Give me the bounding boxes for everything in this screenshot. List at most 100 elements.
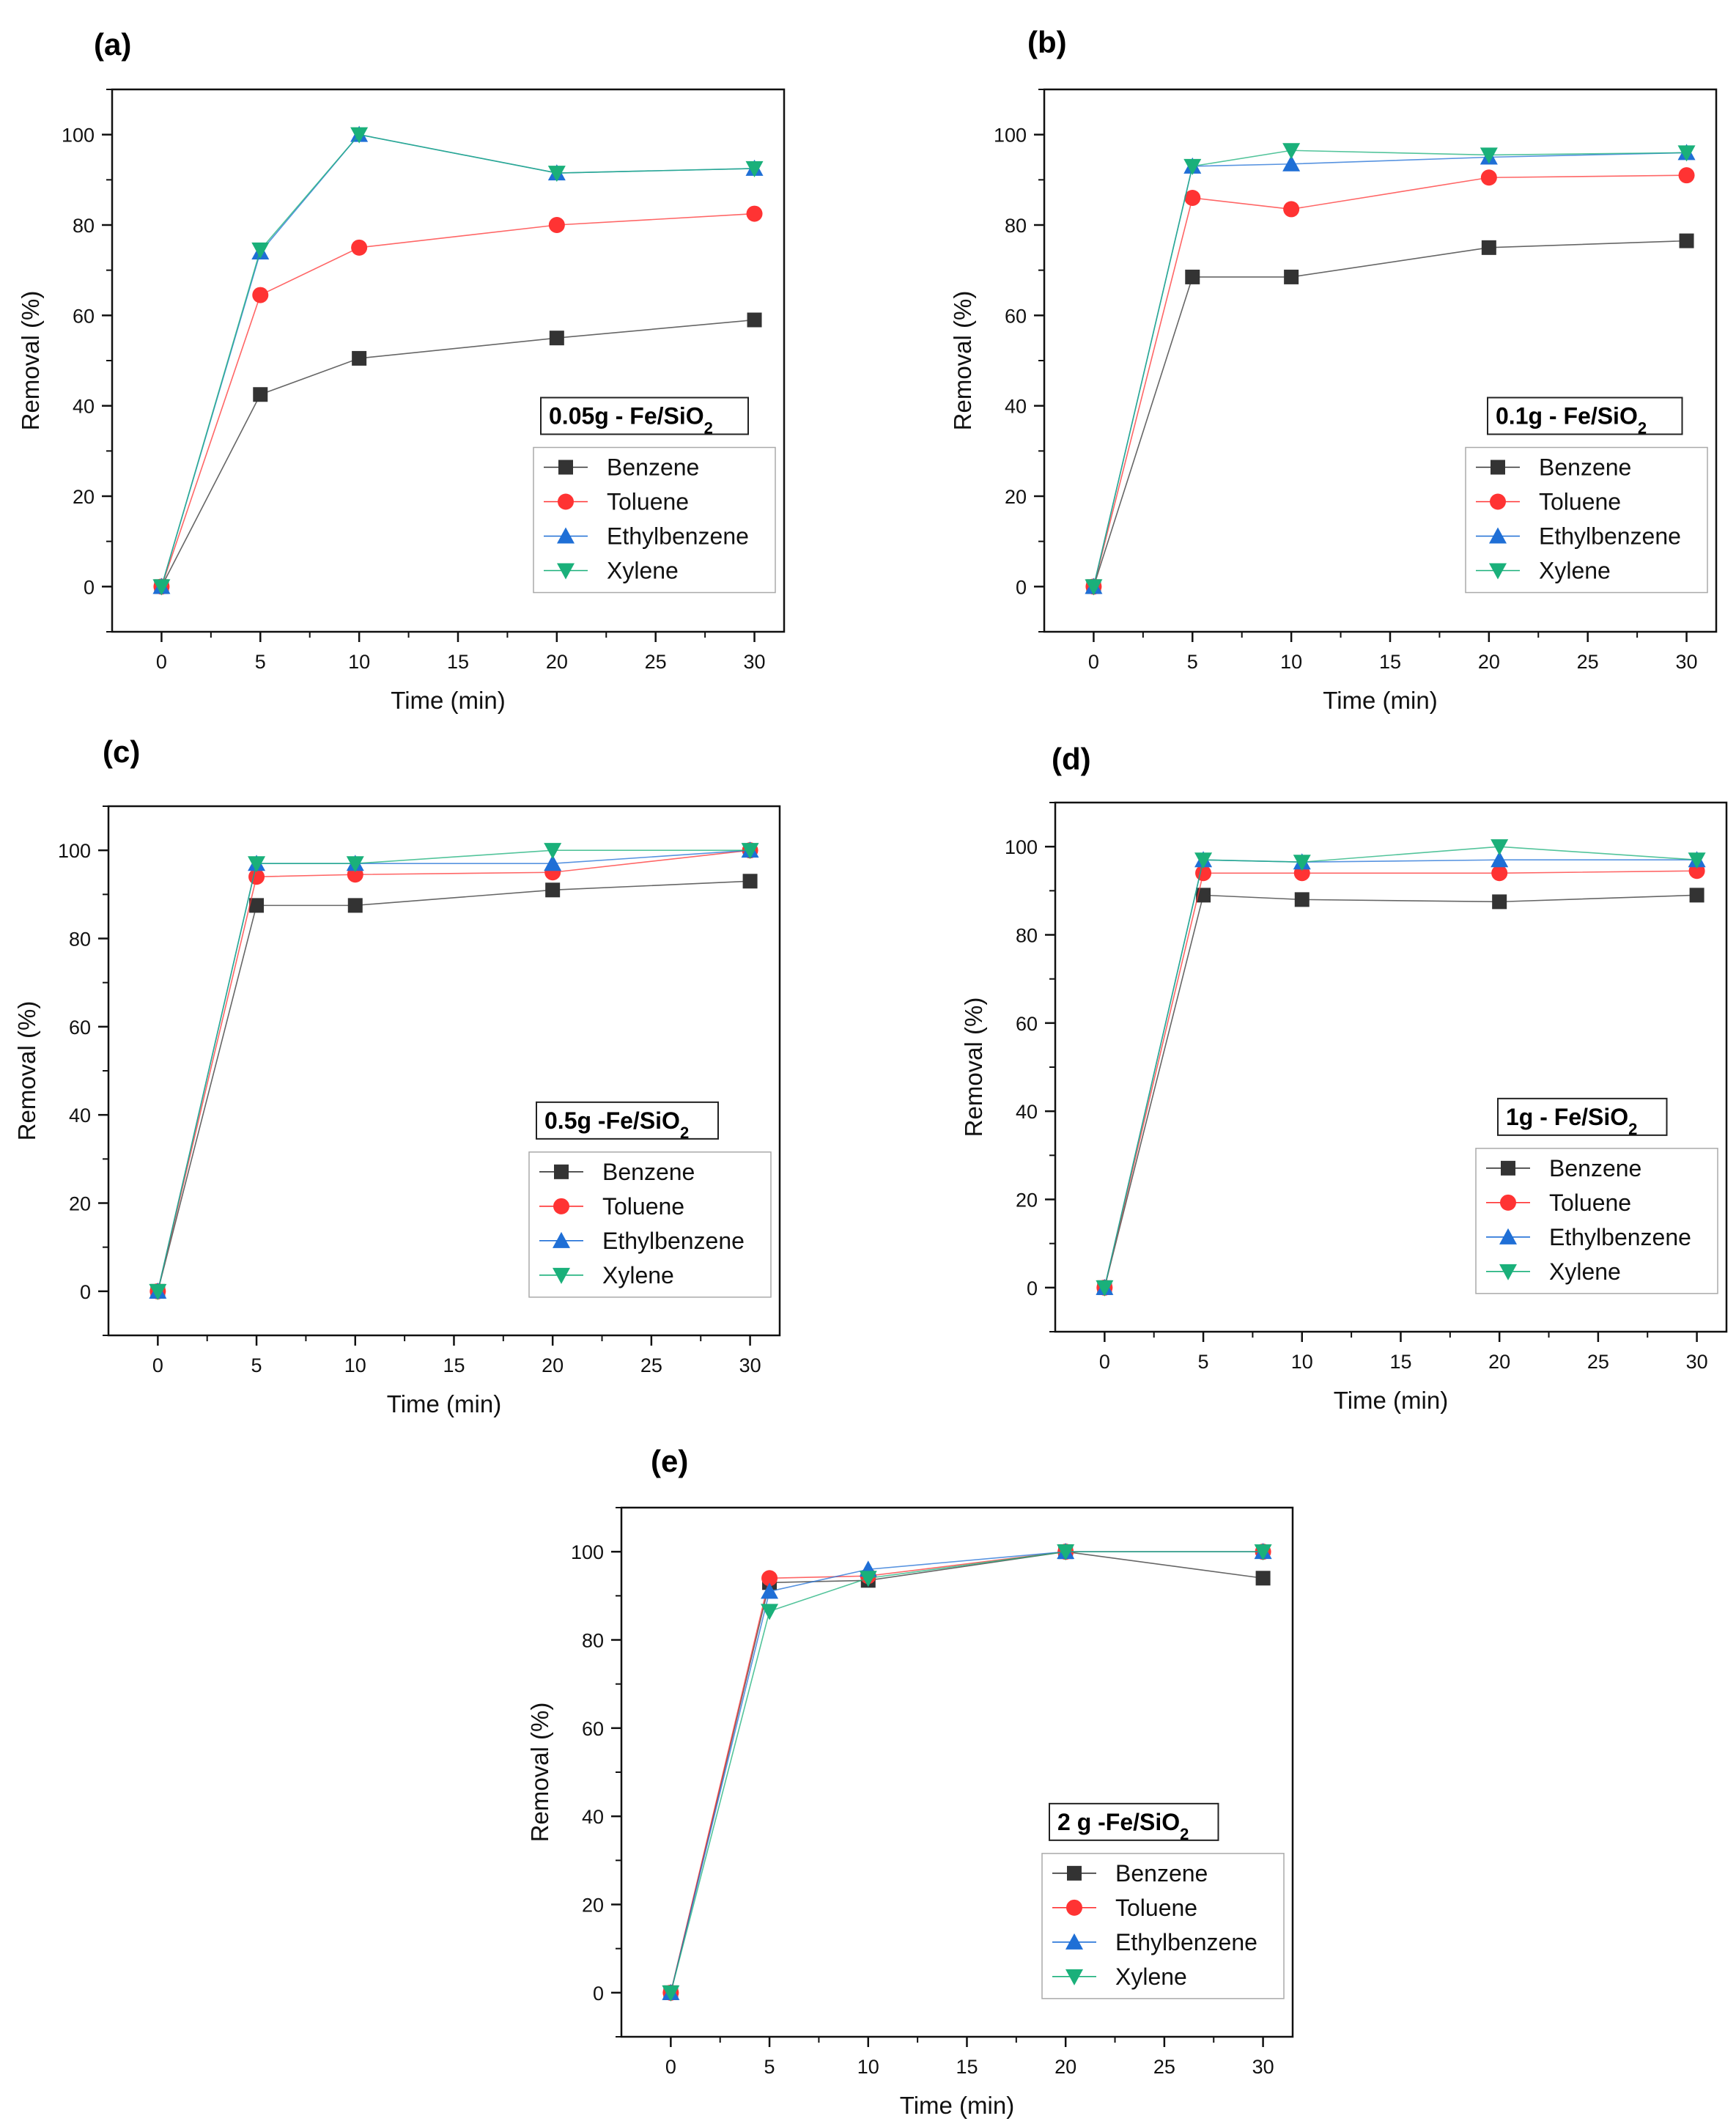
data-point-xylene	[350, 127, 369, 144]
data-point-xylene	[544, 843, 562, 860]
chart-title-box	[1487, 397, 1683, 435]
x-tick-label: 0	[152, 1354, 163, 1376]
data-point-benzene	[1185, 269, 1200, 284]
legend: Benzene Toluene Ethylbenzene Xylene	[528, 1151, 772, 1298]
y-axis-label: Removal (%)	[960, 998, 987, 1137]
y-tick-label: 0	[593, 1983, 604, 2005]
chart-title-box	[540, 397, 749, 435]
data-point-xylene	[1085, 579, 1103, 596]
legend-marker	[558, 460, 573, 475]
y-tick-label: 40	[1005, 396, 1027, 418]
chart-title-box	[1049, 1802, 1219, 1841]
y-tick-label: 80	[1005, 215, 1027, 237]
y-tick-label: 100	[58, 840, 91, 862]
legend-marker	[558, 493, 574, 510]
legend-entry: Xylene	[1115, 1963, 1187, 1990]
chart-panel: (a) 0 5 10 15 20 25 30 0 20 40 60 80 100 Time (min) Rem…	[17, 27, 786, 714]
chart-panel: (e) 0 5 10 15 20 25 30 0 20 40 60 80 100 Time (min) Rem…	[526, 1444, 1294, 2119]
data-point-xylene	[662, 1985, 680, 2002]
y-tick-label: 80	[582, 1630, 604, 1652]
x-tick-label: 25	[1153, 2056, 1175, 2078]
x-tick-label: 5	[251, 1354, 262, 1376]
y-tick-label: 100	[994, 125, 1027, 147]
chart-title-box	[1497, 1097, 1668, 1136]
data-point-xylene	[547, 166, 566, 182]
data-point-benzene	[1284, 269, 1299, 284]
data-point-toluene	[351, 239, 368, 256]
legend-entry: Xylene	[1539, 558, 1611, 584]
data-point-xylene	[1057, 1544, 1075, 1561]
data-point-benzene	[1481, 240, 1496, 255]
data-point-benzene	[249, 898, 265, 913]
x-tick-label: 20	[1054, 2056, 1076, 2078]
data-point-toluene	[1283, 201, 1300, 218]
y-tick-label: 100	[62, 125, 95, 147]
x-axis-label: Time (min)	[1334, 1387, 1448, 1414]
data-point-ethylbenzene	[761, 1582, 779, 1599]
legend-entry: Ethylbenzene	[607, 523, 749, 550]
chart-title: 1g - Fe/SiO2	[1497, 1097, 1668, 1137]
data-point-benzene	[549, 331, 564, 346]
data-point-benzene	[352, 350, 367, 366]
legend-entry: Xylene	[602, 1262, 674, 1288]
legend-box	[1475, 1148, 1718, 1294]
legend-entry: Toluene	[1539, 489, 1621, 515]
legend-marker	[1500, 1194, 1516, 1211]
y-tick-label: 0	[84, 576, 95, 598]
x-tick-label: 10	[348, 651, 370, 673]
legend-entry: Ethylbenzene	[1115, 1929, 1257, 1955]
data-point-xylene	[1183, 158, 1202, 175]
chart-title: 0.5g -Fe/SiO2	[536, 1101, 719, 1142]
legend-marker	[1499, 1264, 1517, 1280]
x-tick-label: 30	[1252, 2056, 1274, 2078]
x-tick-label: 10	[1280, 651, 1302, 673]
legend-marker	[553, 1198, 569, 1214]
legend-entry: Xylene	[607, 558, 679, 584]
y-tick-label: 80	[1016, 925, 1038, 947]
x-tick-label: 25	[645, 651, 667, 673]
legend: Benzene Toluene Ethylbenzene Xylene	[1475, 1148, 1718, 1294]
legend-marker	[1499, 1228, 1517, 1244]
data-point-xylene	[346, 856, 364, 873]
y-tick-label: 100	[1005, 836, 1038, 858]
data-point-xylene	[859, 1571, 877, 1588]
y-tick-label: 60	[69, 1017, 91, 1039]
y-tick-label: 0	[80, 1281, 91, 1303]
chart-title-text: 2 g -Fe/SiO2	[1057, 1809, 1189, 1843]
data-point-ethylbenzene	[1282, 155, 1301, 172]
legend-entry: Ethylbenzene	[1539, 523, 1681, 550]
legend-marker	[1491, 460, 1505, 475]
data-point-xylene	[248, 856, 266, 873]
x-tick-label: 15	[1389, 1351, 1411, 1373]
data-point-xylene	[1688, 852, 1706, 869]
legend-entry: Benzene	[1539, 454, 1631, 481]
legend-marker	[557, 563, 575, 580]
y-tick-label: 0	[1016, 576, 1027, 598]
panel-label: (c)	[103, 734, 140, 769]
data-point-toluene	[1491, 865, 1508, 882]
x-tick-label: 30	[1676, 651, 1698, 673]
x-tick-label: 15	[956, 2056, 978, 2078]
data-point-toluene	[1480, 169, 1497, 186]
legend-marker	[1489, 563, 1507, 580]
y-axis-label: Removal (%)	[13, 1001, 40, 1141]
chart-title-text: 0.5g -Fe/SiO2	[544, 1107, 689, 1142]
y-tick-label: 20	[1016, 1190, 1038, 1212]
x-axis-label: Time (min)	[387, 1390, 501, 1417]
chart-title-text: 0.1g - Fe/SiO2	[1496, 403, 1647, 438]
x-tick-label: 20	[542, 1354, 564, 1376]
legend-box	[528, 1151, 772, 1298]
data-point-xylene	[1254, 1544, 1272, 1561]
y-tick-label: 40	[582, 1806, 604, 1828]
x-tick-label: 20	[1488, 1351, 1510, 1373]
y-tick-label: 40	[69, 1105, 91, 1126]
legend-box	[1465, 446, 1708, 594]
data-point-xylene	[1677, 145, 1696, 162]
chart-title-text: 0.05g - Fe/SiO2	[549, 403, 713, 438]
chart-panel: (d) 0 5 10 15 20 25 30 0 20 40 60 80 100 Time (min) Rem…	[960, 742, 1728, 1414]
data-point-ethylbenzene	[1491, 851, 1509, 868]
legend-entry: Benzene	[1549, 1155, 1641, 1181]
x-tick-label: 5	[1198, 1351, 1209, 1373]
x-tick-label: 0	[1088, 651, 1099, 673]
